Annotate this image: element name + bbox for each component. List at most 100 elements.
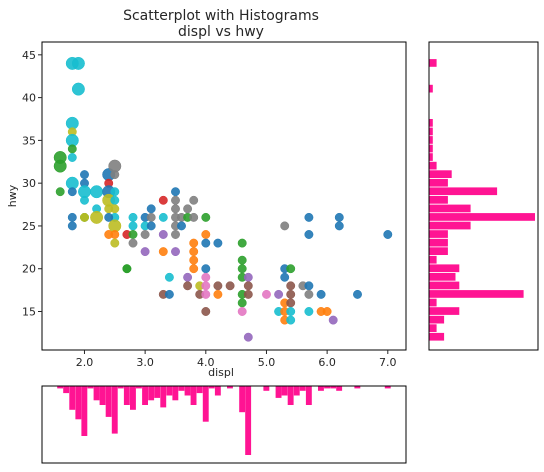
scatter-point xyxy=(171,205,179,213)
scatter-point xyxy=(159,230,167,238)
scatter-point xyxy=(90,186,102,198)
displ-hist-bar xyxy=(288,386,294,405)
scatter-point xyxy=(214,239,222,247)
scatter-point xyxy=(159,213,167,221)
scatter-point xyxy=(111,239,119,247)
scatter-point xyxy=(202,273,210,281)
scatter-point xyxy=(305,290,313,298)
scatter-point xyxy=(335,213,343,221)
scatter-point xyxy=(238,256,246,264)
scatter-point xyxy=(183,273,191,281)
scatter-point xyxy=(111,196,119,204)
displ-hist-bar xyxy=(276,386,282,398)
scatter-point xyxy=(214,290,222,298)
hwy-hist-bar xyxy=(429,230,448,238)
hwy-hist-bar xyxy=(429,282,459,290)
y-tick-label: 15 xyxy=(22,306,36,319)
hwy-hist-bar xyxy=(429,264,459,272)
hwy-hist-bar xyxy=(429,290,524,298)
scatter-point xyxy=(317,290,325,298)
scatter-point xyxy=(147,222,155,230)
displ-hist-bar xyxy=(166,386,172,396)
displ-hist-bar xyxy=(179,386,185,391)
y-axis-label: hwy xyxy=(6,184,19,207)
scatter-point xyxy=(141,230,149,238)
displ-hist-bar xyxy=(112,386,118,434)
hwy-histogram xyxy=(429,42,538,350)
scatter-point xyxy=(202,213,210,221)
scatter-point xyxy=(177,222,185,230)
scatter-point xyxy=(147,213,155,221)
y-tick-label: 25 xyxy=(22,220,36,233)
scatter-point xyxy=(190,265,198,273)
scatter-point xyxy=(244,273,252,281)
displ-hist-bar xyxy=(318,386,324,391)
scatter-point xyxy=(190,247,198,255)
hwy-hist-bar xyxy=(429,145,433,153)
scatter-point xyxy=(68,153,76,161)
displ-hist-bar xyxy=(130,386,136,410)
scatter-point xyxy=(202,290,210,298)
scatter-point xyxy=(281,273,289,281)
hwy-hist-bar xyxy=(429,128,433,136)
hwy-hist-bar xyxy=(429,59,437,67)
hwy-hist-bar xyxy=(429,247,448,255)
displ-hist-bar xyxy=(191,386,197,405)
y-tick-label: 35 xyxy=(22,134,36,147)
x-tick-label: 7.0 xyxy=(379,356,397,369)
hwy-hist-bar xyxy=(429,299,437,307)
hwy-hist-bar xyxy=(429,222,471,230)
scatter-point xyxy=(80,170,88,178)
scatter-point xyxy=(147,205,155,213)
displ-hist-bar xyxy=(306,386,312,405)
displ-hist-bar xyxy=(215,386,221,396)
scatter-point xyxy=(129,222,137,230)
scatter-point xyxy=(80,213,88,221)
scatter-point xyxy=(287,282,295,290)
scatter-point xyxy=(238,265,246,273)
scatter-point xyxy=(190,196,198,204)
hwy-hist-bar xyxy=(429,333,444,341)
x-tick-label: 3.0 xyxy=(136,356,154,369)
displ-hist-bar xyxy=(69,386,75,410)
scatter-point xyxy=(56,188,64,196)
scatter-point xyxy=(238,239,246,247)
displ-hist-bar xyxy=(172,386,178,400)
hwy-hist-bar xyxy=(429,205,471,213)
scatter-point xyxy=(190,256,198,264)
hwy-hist-bar xyxy=(429,196,448,204)
scatter-point xyxy=(80,196,88,204)
scatter-point xyxy=(129,239,137,247)
scatter-point xyxy=(274,290,282,298)
scatter-point xyxy=(159,247,167,255)
scatter-point xyxy=(329,316,337,324)
displ-hist-bar xyxy=(94,386,100,400)
scatter-point xyxy=(305,213,313,221)
scatter-point xyxy=(287,290,295,298)
displ-hist-bar xyxy=(154,386,160,398)
hwy-hist-bar xyxy=(429,187,497,195)
scatter-point xyxy=(165,290,173,298)
hwy-hist-bar xyxy=(429,316,444,324)
scatter-point xyxy=(335,222,343,230)
hwy-hist-bar xyxy=(429,153,433,161)
scatter-point xyxy=(353,290,361,298)
y-tick-label: 20 xyxy=(22,263,36,276)
scatter-point xyxy=(262,290,270,298)
hwy-hist-bar xyxy=(429,179,448,187)
scatter-point xyxy=(123,265,131,273)
scatter-point xyxy=(171,196,179,204)
scatter-point xyxy=(202,239,210,247)
displ-hist-bar xyxy=(148,386,154,400)
scatter-point xyxy=(281,222,289,230)
scatter-point xyxy=(141,247,149,255)
scatter-point xyxy=(190,239,198,247)
scatter-point xyxy=(384,230,392,238)
x-tick-label: 5.0 xyxy=(258,356,276,369)
scatter-point xyxy=(68,188,76,196)
displ-hist-bar xyxy=(263,386,269,391)
scatter-point xyxy=(190,213,198,221)
displ-hist-bar xyxy=(239,386,245,412)
chart-title: Scatterplot with Histograms xyxy=(123,8,319,24)
